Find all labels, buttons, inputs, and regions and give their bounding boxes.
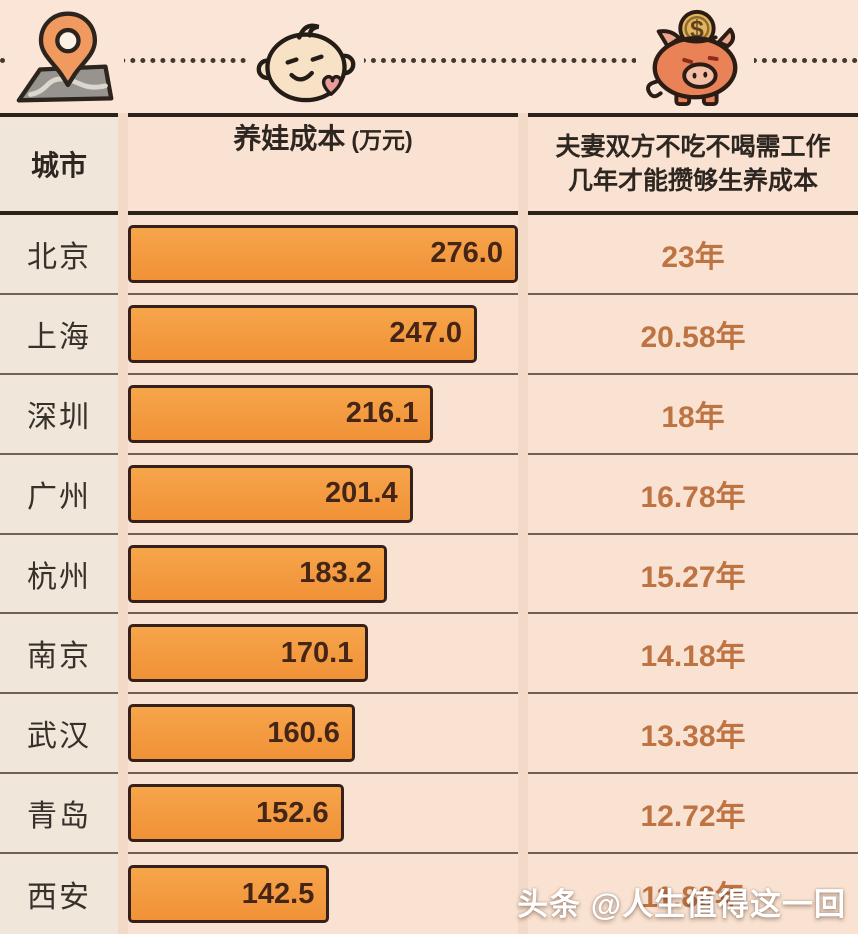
piggy-bank-svg: $ bbox=[646, 9, 738, 107]
header-years-line1: 夫妻双方不吃不喝需工作 bbox=[555, 133, 831, 161]
header-cost: 养娃成本 (万元) bbox=[128, 113, 518, 215]
cost-value: 152.6 bbox=[256, 796, 329, 829]
cost-bar: 201.4 bbox=[128, 464, 413, 523]
cost-bar-cell: 216.1 bbox=[128, 374, 518, 455]
years-value: 15.27年 bbox=[528, 534, 858, 615]
city-name: 南京 bbox=[0, 614, 118, 695]
cost-bar-cell: 201.4 bbox=[128, 454, 518, 535]
city-name: 西安 bbox=[0, 854, 118, 934]
city-name: 杭州 bbox=[0, 534, 118, 615]
cost-value: 216.1 bbox=[345, 397, 419, 430]
location-pin-map-icon bbox=[8, 4, 124, 110]
table-row: 南京 170.1 14.18年 bbox=[0, 614, 858, 695]
years-value: 14.18年 bbox=[528, 614, 858, 695]
table-row: 青岛 152.6 12.72年 bbox=[0, 774, 858, 855]
city-name: 北京 bbox=[0, 215, 118, 295]
cost-value: 201.4 bbox=[325, 477, 398, 510]
years-value: 13.38年 bbox=[528, 694, 858, 775]
cost-value: 183.2 bbox=[299, 557, 372, 589]
cost-value: 276.0 bbox=[430, 237, 503, 270]
cost-bar: 152.6 bbox=[128, 784, 344, 843]
cost-table-body: 北京 276.0 23年上海 247.0 20.58年深圳 216.1 18年广州 201.4… bbox=[0, 215, 858, 934]
table-header: 城市 养娃成本 (万元) 夫妻双方不吃不喝需工作 几年才能攒够生养成本 bbox=[0, 113, 858, 215]
cost-value: 142.5 bbox=[241, 877, 315, 910]
header-years: 夫妻双方不吃不喝需工作 几年才能攒够生养成本 bbox=[528, 113, 858, 215]
header-cost-label: 养娃成本 bbox=[233, 123, 346, 154]
cost-bar: 160.6 bbox=[128, 704, 355, 763]
cost-bar-cell: 160.6 bbox=[128, 694, 518, 775]
location-pin-map-svg bbox=[16, 11, 114, 103]
table-row: 深圳 216.1 18年 bbox=[0, 374, 858, 455]
years-value: 12.72年 bbox=[528, 774, 858, 855]
baby-face-svg bbox=[256, 23, 356, 103]
header-years-line2: 几年才能攒够生养成本 bbox=[567, 167, 818, 195]
cost-value: 247.0 bbox=[389, 317, 462, 350]
cost-bar-cell: 247.0 bbox=[128, 294, 518, 375]
table-row: 杭州 183.2 15.27年 bbox=[0, 534, 858, 615]
table-row: 上海 247.0 20.58年 bbox=[0, 294, 858, 375]
table-row: 武汉 160.6 13.38年 bbox=[0, 694, 858, 775]
table-row: 北京 276.0 23年 bbox=[0, 215, 858, 295]
city-name: 深圳 bbox=[0, 374, 118, 455]
years-value: 23年 bbox=[528, 215, 858, 295]
cost-bar-cell: 183.2 bbox=[128, 534, 518, 615]
years-value: 20.58年 bbox=[528, 294, 858, 375]
cost-value: 160.6 bbox=[267, 716, 340, 749]
city-name: 武汉 bbox=[0, 694, 118, 775]
dotted-divider bbox=[0, 58, 858, 63]
baby-face-icon bbox=[248, 14, 364, 110]
header-city: 城市 bbox=[0, 113, 118, 215]
cost-bar: 216.1 bbox=[128, 384, 434, 443]
years-value: 11.88年 bbox=[528, 854, 858, 934]
watermark: 头条 @人生值得这一回 bbox=[517, 887, 846, 922]
header-city-label: 城市 bbox=[30, 150, 87, 181]
years-value: 18年 bbox=[528, 374, 858, 455]
cost-bar: 276.0 bbox=[128, 224, 518, 283]
cost-bar: 170.1 bbox=[128, 624, 369, 683]
piggy-bank-icon: $ bbox=[636, 2, 754, 112]
icon-band: $ bbox=[0, 0, 858, 113]
table-row: 广州 201.4 16.78年 bbox=[0, 454, 858, 535]
cost-bar: 183.2 bbox=[128, 544, 387, 603]
cost-bar-cell: 276.0 bbox=[128, 215, 518, 295]
cost-bar-cell: 152.6 bbox=[128, 774, 518, 855]
cost-bar-cell: 142.5 bbox=[128, 854, 518, 934]
years-value: 16.78年 bbox=[528, 454, 858, 535]
header-cost-unit: (万元) bbox=[351, 127, 413, 153]
city-name: 青岛 bbox=[0, 774, 118, 855]
table-row: 西安 142.5 11.88年 bbox=[0, 854, 858, 934]
city-name: 广州 bbox=[0, 454, 118, 535]
cost-bar: 247.0 bbox=[128, 304, 477, 363]
cost-bar-cell: 170.1 bbox=[128, 614, 518, 695]
city-name: 上海 bbox=[0, 294, 118, 375]
cost-bar: 142.5 bbox=[128, 865, 330, 924]
cost-value: 170.1 bbox=[280, 636, 354, 669]
